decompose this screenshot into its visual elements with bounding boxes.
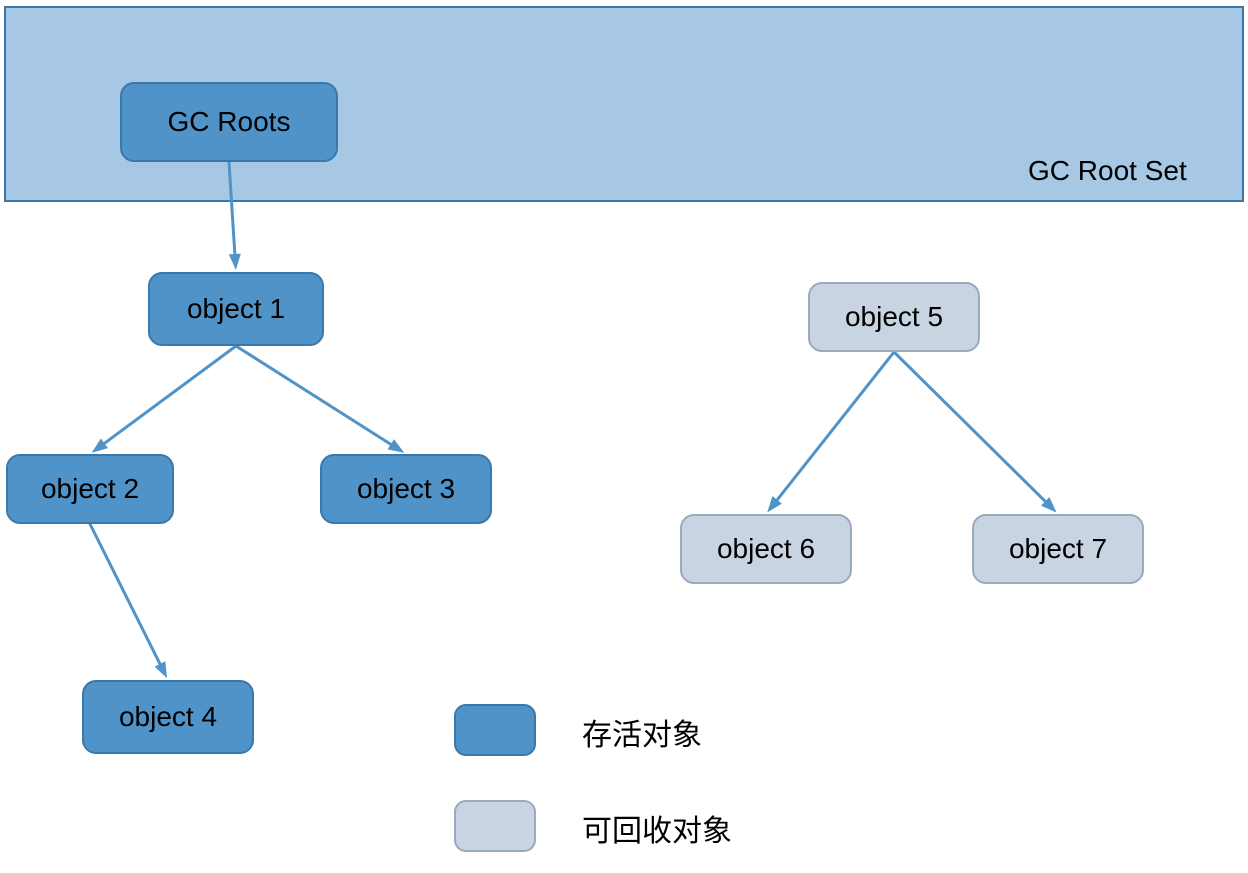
object-6-node: object 6 (680, 514, 852, 584)
object-4-label: object 4 (119, 701, 217, 733)
object-2-node: object 2 (6, 454, 174, 524)
object-3-label: object 3 (357, 473, 455, 505)
gc-root-set-label: GC Root Set (1028, 155, 1187, 187)
object-1-label: object 1 (187, 293, 285, 325)
object-4-node: object 4 (82, 680, 254, 754)
gc-roots-node: GC Roots (120, 82, 338, 162)
gc-roots-label: GC Roots (168, 106, 291, 138)
object-2-label: object 2 (41, 473, 139, 505)
object-3-node: object 3 (320, 454, 492, 524)
legend-swatch-dead (454, 800, 536, 852)
object-7-node: object 7 (972, 514, 1144, 584)
object-5-label: object 5 (845, 301, 943, 333)
legend-label-alive: 存活对象 (582, 710, 702, 754)
object-6-label: object 6 (717, 533, 815, 565)
object-7-label: object 7 (1009, 533, 1107, 565)
object-1-node: object 1 (148, 272, 324, 346)
legend-swatch-alive (454, 704, 536, 756)
object-5-node: object 5 (808, 282, 980, 352)
legend-label-dead: 可回收对象 (582, 806, 732, 850)
